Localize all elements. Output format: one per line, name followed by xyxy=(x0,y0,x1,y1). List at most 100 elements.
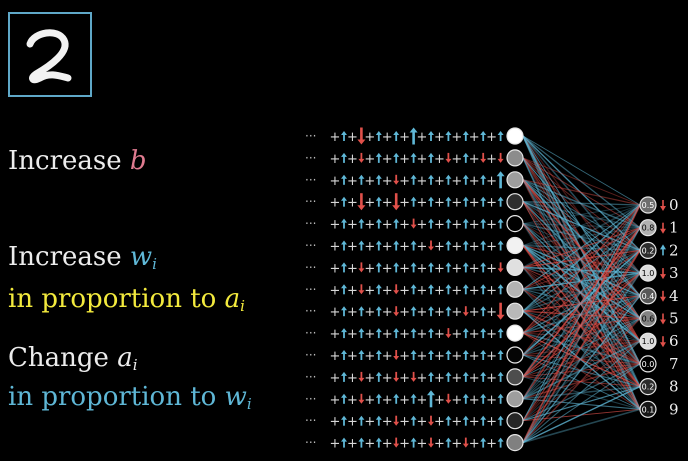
plus-sign: + xyxy=(417,196,428,211)
plus-sign: + xyxy=(382,437,393,452)
up-arrow-icon xyxy=(341,371,347,382)
up-arrow-icon xyxy=(480,284,487,295)
ellipsis-dots: ··· xyxy=(305,414,316,428)
plus-sign: + xyxy=(451,371,462,386)
plus-sign: + xyxy=(347,393,358,408)
weight-connection-line xyxy=(522,201,641,274)
plus-sign: + xyxy=(469,130,480,145)
plus-sign: + xyxy=(451,130,462,145)
weight-connection-line xyxy=(522,266,641,319)
plus-sign: + xyxy=(399,327,410,342)
plus-sign: + xyxy=(330,415,341,430)
down-arrow-icon xyxy=(428,415,434,426)
activation-symbol: a xyxy=(117,343,133,373)
plus-sign: + xyxy=(382,240,393,255)
plus-sign: + xyxy=(364,152,375,167)
up-arrow-icon xyxy=(358,437,365,448)
weight-symbol: w xyxy=(224,382,247,412)
hidden-neuron xyxy=(506,280,524,298)
up-arrow-icon xyxy=(341,174,347,185)
up-arrow-icon xyxy=(341,328,347,339)
up-arrow-icon xyxy=(462,131,469,141)
up-arrow-icon xyxy=(410,350,417,360)
output-neuron xyxy=(639,196,657,214)
weight-subscript: i xyxy=(152,255,157,273)
output-neuron xyxy=(639,241,657,259)
weight-connection-line xyxy=(522,227,641,443)
up-arrow-icon xyxy=(341,350,347,360)
plus-sign: + xyxy=(347,261,358,276)
up-arrow-icon xyxy=(428,284,434,295)
plus-sign: + xyxy=(417,415,428,430)
plus-sign: + xyxy=(486,130,497,145)
up-arrow-icon xyxy=(409,127,418,145)
plus-sign: + xyxy=(417,261,428,276)
output-activation-value: 0.5 xyxy=(642,201,655,210)
up-arrow-icon xyxy=(375,350,382,360)
down-arrow-icon xyxy=(497,152,504,163)
output-digit-label: 8 xyxy=(669,378,679,396)
weight-connection-line xyxy=(522,244,641,365)
plus-sign: + xyxy=(382,152,393,167)
up-arrow-icon xyxy=(375,328,382,339)
plus-sign: + xyxy=(469,349,480,364)
up-arrow-icon xyxy=(445,262,452,273)
down-arrow-icon xyxy=(660,222,666,234)
ellipsis-dots: ··· xyxy=(305,392,316,406)
hidden-neuron xyxy=(506,390,524,408)
proportion-activation-line: in proportion to ai xyxy=(8,284,245,321)
plus-sign: + xyxy=(347,130,358,145)
weight-connection-line xyxy=(522,376,641,410)
plus-sign: + xyxy=(330,349,341,364)
plus-sign: + xyxy=(451,305,462,320)
up-arrow-icon xyxy=(358,415,365,426)
weight-connection-line xyxy=(522,288,641,297)
up-arrow-icon xyxy=(375,393,382,404)
plus-sign: + xyxy=(469,393,480,408)
up-arrow-icon xyxy=(480,218,487,229)
plus-sign: + xyxy=(364,174,375,189)
up-arrow-icon xyxy=(497,218,504,229)
plus-sign: + xyxy=(434,327,445,342)
plus-sign: + xyxy=(330,152,341,167)
plus-sign: + xyxy=(469,240,480,255)
plus-sign: + xyxy=(382,196,393,211)
plus-sign: + xyxy=(382,283,393,298)
output-neuron xyxy=(639,378,657,396)
bias-symbol: b xyxy=(129,146,147,176)
ellipsis-dots: ··· xyxy=(305,370,316,384)
plus-sign: + xyxy=(486,152,497,167)
weight-connection-line xyxy=(522,249,641,444)
plus-sign: + xyxy=(330,283,341,298)
up-arrow-icon xyxy=(375,371,382,382)
increase-weight-line: Increase wi xyxy=(8,242,157,279)
plus-sign: + xyxy=(434,371,445,386)
proportion-weight-line: in proportion to wi xyxy=(8,382,252,419)
down-arrow-icon xyxy=(393,415,400,426)
up-arrow-icon xyxy=(480,196,487,207)
hidden-neuron xyxy=(506,149,524,167)
plus-sign: + xyxy=(364,283,375,298)
up-arrow-icon xyxy=(341,131,347,141)
plus-sign: + xyxy=(382,327,393,342)
weight-connection-line xyxy=(522,249,641,334)
up-arrow-icon xyxy=(496,171,505,189)
up-arrow-icon xyxy=(497,371,504,382)
plus-sign: + xyxy=(330,437,341,452)
plus-sign: + xyxy=(417,152,428,167)
plus-sign: + xyxy=(469,415,480,430)
down-arrow-icon xyxy=(445,393,452,404)
down-arrow-icon xyxy=(428,437,434,448)
plus-sign: + xyxy=(399,349,410,364)
up-arrow-icon xyxy=(341,437,347,448)
up-arrow-icon xyxy=(375,306,382,317)
hidden-neuron xyxy=(506,171,524,189)
down-arrow-icon xyxy=(393,174,400,185)
weight-connection-line xyxy=(522,249,641,312)
plus-sign: + xyxy=(451,415,462,430)
plus-sign: + xyxy=(399,196,410,211)
weight-connection-line xyxy=(522,289,641,410)
plus-sign: + xyxy=(364,371,375,386)
weight-connection-line xyxy=(522,157,641,206)
plus-sign: + xyxy=(399,261,410,276)
